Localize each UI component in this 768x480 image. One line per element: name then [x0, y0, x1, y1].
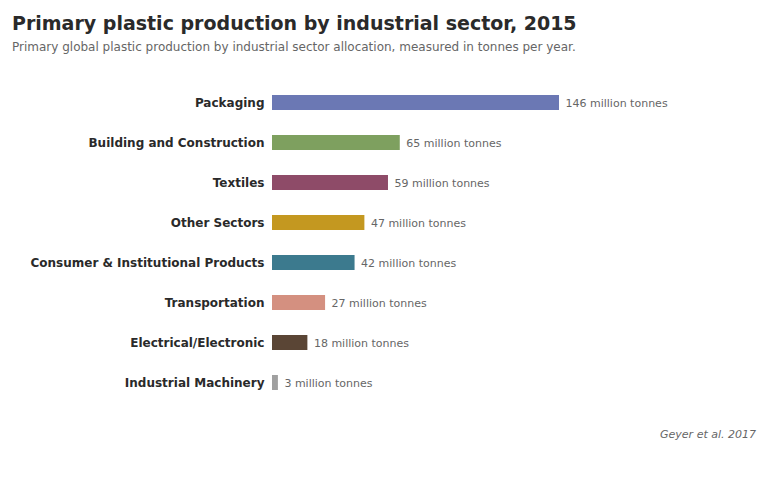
svg-text:Other Sectors: Other Sectors — [171, 216, 265, 230]
svg-text:146 million tonnes: 146 million tonnes — [565, 97, 667, 110]
svg-text:Textiles: Textiles — [213, 176, 265, 190]
svg-text:Transportation: Transportation — [165, 296, 265, 310]
svg-text:Packaging: Packaging — [195, 96, 265, 110]
svg-text:Industrial Machinery: Industrial Machinery — [125, 376, 265, 390]
svg-text:59 million tonnes: 59 million tonnes — [394, 177, 489, 190]
svg-text:65 million tonnes: 65 million tonnes — [406, 137, 501, 150]
svg-text:Building and Construction: Building and Construction — [88, 136, 264, 150]
svg-text:Consumer & Institutional Produ: Consumer & Institutional Products — [30, 256, 264, 270]
html-text:Geyer et al. 2017: Geyer et al. 2017 — [660, 428, 756, 441]
svg-text:47 million tonnes: 47 million tonnes — [371, 217, 466, 230]
html-text:Primary global plastic product: Primary global plastic production by ind… — [12, 40, 576, 54]
svg-text:18 million tonnes: 18 million tonnes — [314, 337, 409, 350]
html-text:Primary plastic production by: Primary plastic production by industrial… — [12, 12, 577, 34]
svg-text:27 million tonnes: 27 million tonnes — [332, 297, 427, 310]
svg-text:3 million tonnes: 3 million tonnes — [284, 377, 372, 390]
svg-text:Electrical/Electronic: Electrical/Electronic — [130, 336, 264, 350]
svg-text:42 million tonnes: 42 million tonnes — [361, 257, 456, 270]
